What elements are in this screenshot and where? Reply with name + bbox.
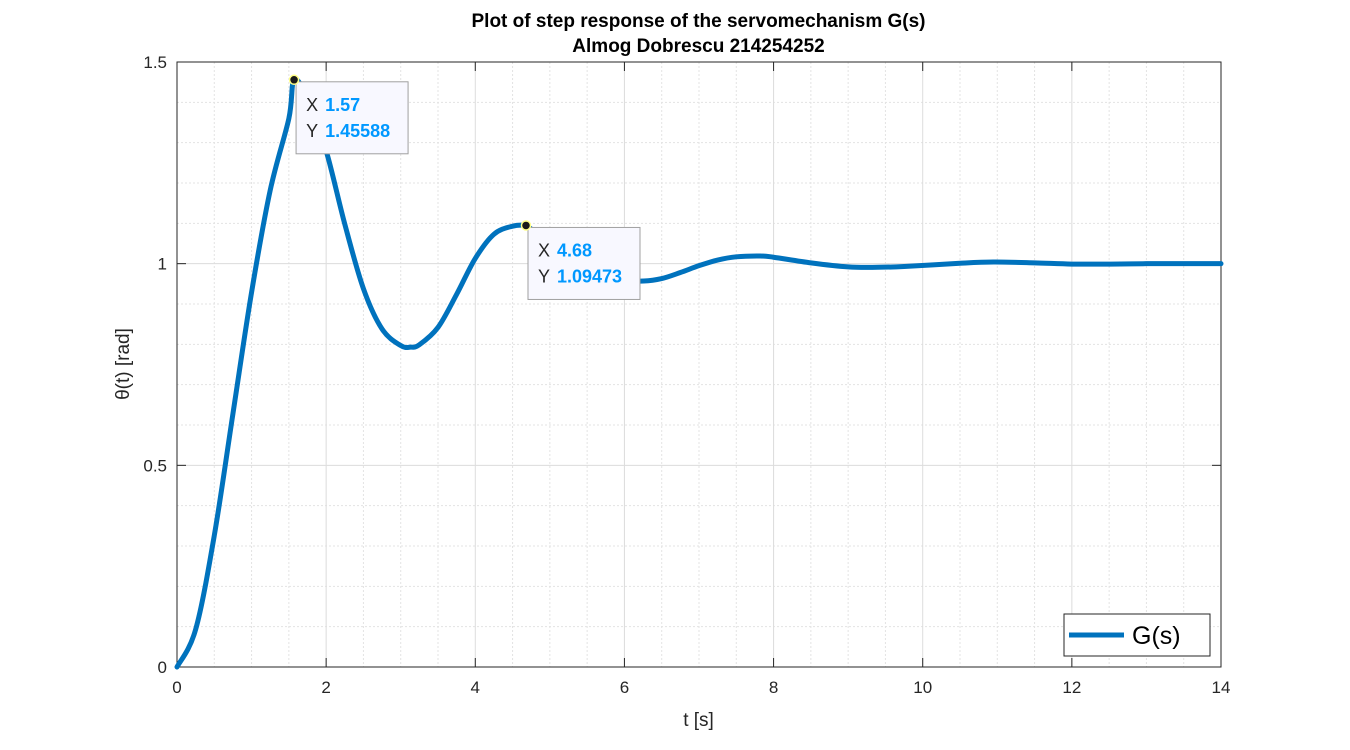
- y-tick-label: 1.5: [143, 53, 167, 72]
- y-tick-label: 0.5: [143, 456, 167, 475]
- datatip-marker[interactable]: [520, 220, 532, 231]
- x-axis-label: t [s]: [683, 710, 714, 731]
- x-tick-label: 14: [1212, 678, 1231, 697]
- plot-area: 0 2 4 6 8 10 12 14 0 0.5 1 1.5 X 1.57 Y 1.45588 X 4.68 Y 1.…: [143, 53, 1230, 697]
- legend-label: G(s): [1132, 622, 1181, 650]
- chart-subtitle: Almog Dobrescu 214254252: [572, 36, 824, 57]
- datatip-box[interactable]: [295, 81, 409, 155]
- x-tick-label: 0: [172, 678, 181, 697]
- datatip-y-value: 1.09473: [557, 266, 622, 286]
- chart-title: Plot of step response of the servomechan…: [472, 11, 926, 32]
- x-tick-label: 12: [1062, 678, 1081, 697]
- datatip-y-key: Y: [538, 266, 550, 286]
- datatip-x-value: 1.57: [325, 95, 360, 115]
- datatip-x-value: 4.68: [557, 240, 592, 260]
- x-tick-label: 8: [769, 678, 778, 697]
- datatip-y-value: 1.45588: [325, 121, 390, 141]
- datatip-x-key: X: [538, 240, 550, 260]
- datatip-box[interactable]: [527, 226, 641, 300]
- x-tick-label: 10: [913, 678, 932, 697]
- x-tick-label: 4: [471, 678, 480, 697]
- datatip-x-key: X: [306, 95, 318, 115]
- x-tick-label: 2: [321, 678, 330, 697]
- y-tick-label: 1: [158, 255, 167, 274]
- y-axis-label: θ(t) [rad]: [113, 328, 134, 400]
- axes-box: [176, 61, 1222, 668]
- x-tick-label: 6: [620, 678, 629, 697]
- datatip-marker[interactable]: [288, 74, 300, 86]
- datatip-y-key: Y: [306, 121, 318, 141]
- y-tick-label: 0: [158, 658, 167, 677]
